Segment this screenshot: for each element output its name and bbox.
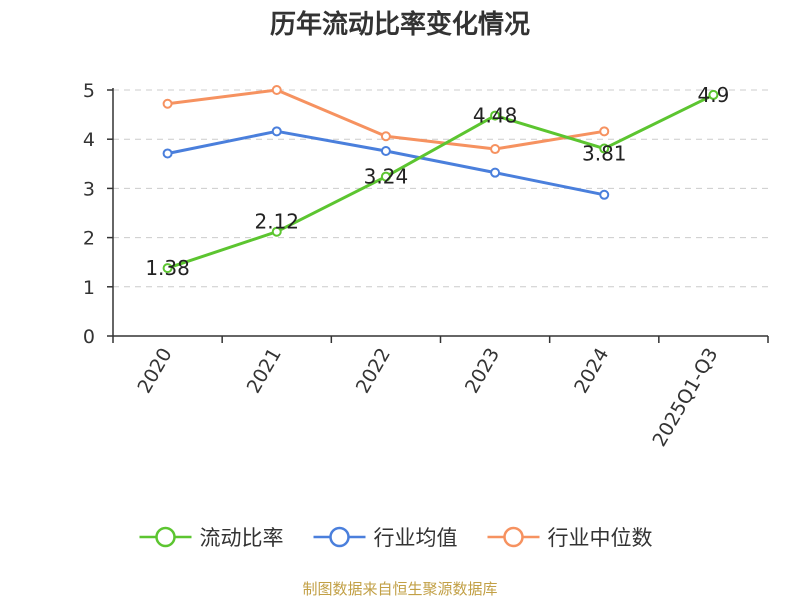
y-tick-label: 3 xyxy=(83,178,95,200)
data-point xyxy=(380,131,391,142)
source-note: 制图数据来自恒生聚源数据库 xyxy=(302,580,497,598)
legend-marker-icon xyxy=(329,526,350,548)
legend-label: 行业中位数 xyxy=(548,526,653,550)
legend: 流动比率 行业均值 行业中位数 xyxy=(139,526,653,550)
data-point xyxy=(490,167,501,178)
y-tick-label: 5 xyxy=(83,80,95,102)
data-point xyxy=(162,148,173,159)
series-layer xyxy=(162,85,719,274)
data-labels: 1.38 2.12 3.24 4.48 3.81 4.9 xyxy=(145,83,729,280)
legend-marker-icon xyxy=(503,526,524,548)
legend-label: 行业均值 xyxy=(374,526,458,550)
x-tick-label: 2020 xyxy=(133,344,176,397)
x-tick-label: 2024 xyxy=(570,344,613,397)
y-tick-label: 1 xyxy=(83,277,95,299)
x-tick-label: 2022 xyxy=(352,344,395,397)
data-point xyxy=(162,98,173,109)
data-label: 3.81 xyxy=(582,142,627,166)
legend-marker-icon xyxy=(155,526,176,548)
y-tick-label: 4 xyxy=(83,129,95,151)
data-point xyxy=(271,126,282,137)
x-tick-label: 2021 xyxy=(243,344,286,397)
legend-label: 流动比率 xyxy=(200,526,284,550)
data-point xyxy=(490,144,501,155)
data-point xyxy=(708,89,719,100)
data-point xyxy=(599,126,610,137)
data-point xyxy=(271,226,282,237)
y-tick-label: 0 xyxy=(83,326,95,348)
data-point xyxy=(162,263,173,274)
chart-title: 历年流动比率变化情况 xyxy=(270,9,530,40)
data-point xyxy=(380,171,391,182)
data-label: 4.9 xyxy=(698,83,730,107)
x-tick-label: 2023 xyxy=(461,344,504,397)
grid-lines xyxy=(113,89,768,288)
data-label: 2.12 xyxy=(254,210,299,234)
legend-item[interactable]: 流动比率 xyxy=(139,526,284,550)
data-point xyxy=(271,85,282,95)
data-label: 4.48 xyxy=(473,104,518,128)
series-line xyxy=(167,93,715,270)
data-point xyxy=(380,146,391,157)
data-point xyxy=(599,143,610,154)
legend-item[interactable]: 行业中位数 xyxy=(487,526,653,550)
legend-item[interactable]: 行业均值 xyxy=(313,526,458,550)
data-label: 1.38 xyxy=(145,256,190,280)
data-label: 3.24 xyxy=(364,165,409,189)
y-tick-label: 2 xyxy=(83,228,95,250)
data-point xyxy=(490,110,501,121)
x-tick-label: 2025Q1-Q3 xyxy=(648,344,722,450)
data-point xyxy=(599,189,610,200)
